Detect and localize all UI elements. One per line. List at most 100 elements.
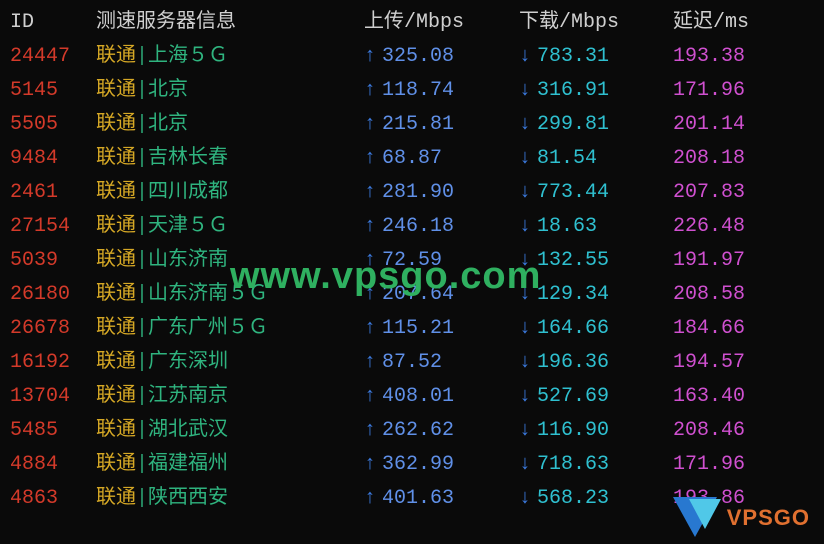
header-server: 测速服务器信息 <box>96 6 364 40</box>
separator: | <box>136 215 148 238</box>
cell-server: 联通|北京 <box>96 74 364 108</box>
cell-server: 联通|湖北武汉 <box>96 414 364 448</box>
cell-download: ↓ 299.81 <box>519 108 673 142</box>
cell-download: ↓116.90 <box>519 414 673 448</box>
cell-id: 26678 <box>10 312 96 346</box>
cell-upload: ↑ 68.87 <box>364 142 519 176</box>
cell-latency: 171.96 <box>673 74 793 108</box>
download-value: 718.63 <box>537 453 609 476</box>
location-label: 四川成都 <box>148 181 228 204</box>
separator: | <box>136 419 148 442</box>
cell-download: ↓316.91 <box>519 74 673 108</box>
cell-latency: 163.40 <box>673 380 793 414</box>
cell-server: 联通|广东深圳 <box>96 346 364 380</box>
arrow-down-icon: ↓ <box>519 487 531 510</box>
cell-upload: ↑ 246.18 <box>364 210 519 244</box>
upload-value: 246.18 <box>382 215 454 238</box>
download-value: 164.66 <box>537 317 609 340</box>
separator: | <box>136 317 148 340</box>
location-label: 福建福州 <box>148 453 228 476</box>
upload-value: 401.63 <box>382 487 454 510</box>
arrow-down-icon: ↓ <box>519 351 531 374</box>
arrow-down-icon: ↓ <box>519 181 531 204</box>
cell-id: 5145 <box>10 74 96 108</box>
cell-upload: ↑87.52 <box>364 346 519 380</box>
cell-upload: ↑ 215.81 <box>364 108 519 142</box>
location-label: 上海５Ｇ <box>148 45 228 68</box>
arrow-up-icon: ↑ <box>364 385 376 408</box>
carrier-label: 联通 <box>96 249 136 272</box>
upload-value: 215.81 <box>382 113 454 136</box>
location-label: 北京 <box>148 113 188 136</box>
table-header-row: ID 测速服务器信息 上传/Mbps 下载/Mbps 延迟/ms <box>10 6 814 40</box>
arrow-down-icon: ↓ <box>519 385 531 408</box>
cell-id: 26180 <box>10 278 96 312</box>
table-row: 16192联通|广东深圳↑87.52↓196.36194.57 <box>10 346 814 380</box>
cell-download: ↓ 568.23 <box>519 482 673 516</box>
cell-upload: ↑401.63 <box>364 482 519 516</box>
location-label: 山东济南 <box>148 249 228 272</box>
cell-server: 联通|北京 <box>96 108 364 142</box>
cell-server: 联通|天津５Ｇ <box>96 210 364 244</box>
separator: | <box>136 45 148 68</box>
cell-upload: ↑408.01 <box>364 380 519 414</box>
cell-server: 联通|四川成都 <box>96 176 364 210</box>
download-value: 783.31 <box>537 45 609 68</box>
location-label: 江苏南京 <box>148 385 228 408</box>
separator: | <box>136 249 148 272</box>
arrow-down-icon: ↓ <box>519 113 531 136</box>
arrow-down-icon: ↓ <box>519 453 531 476</box>
download-value: 116.90 <box>537 419 609 442</box>
carrier-label: 联通 <box>96 453 136 476</box>
cell-download: ↓783.31 <box>519 40 673 74</box>
arrow-up-icon: ↑ <box>364 181 376 204</box>
table-row: 9484联通|吉林长春↑68.87↓81.54208.18 <box>10 142 814 176</box>
download-value: 773.44 <box>537 181 609 204</box>
upload-value: 68.87 <box>382 147 442 170</box>
cell-server: 联通|福建福州 <box>96 448 364 482</box>
separator: | <box>136 453 148 476</box>
carrier-label: 联通 <box>96 283 136 306</box>
arrow-down-icon: ↓ <box>519 215 531 238</box>
cell-server: 联通|陕西西安 <box>96 482 364 516</box>
cell-download: ↓ 164.66 <box>519 312 673 346</box>
location-label: 广东广州５Ｇ <box>148 317 268 340</box>
arrow-up-icon: ↑ <box>364 215 376 238</box>
carrier-label: 联通 <box>96 317 136 340</box>
arrow-down-icon: ↓ <box>519 317 531 340</box>
arrow-up-icon: ↑ <box>364 113 376 136</box>
carrier-label: 联通 <box>96 181 136 204</box>
location-label: 北京 <box>148 79 188 102</box>
carrier-label: 联通 <box>96 79 136 102</box>
cell-download: ↓ 718.63 <box>519 448 673 482</box>
table-row: 26678联通|广东广州５Ｇ↑115.21↓164.66184.66 <box>10 312 814 346</box>
table-row: 4884联通|福建福州↑362.99↓718.63171.96 <box>10 448 814 482</box>
download-value: 18.63 <box>537 215 597 238</box>
cell-upload: ↑325.08 <box>364 40 519 74</box>
logo-text: VPSGO <box>727 499 810 536</box>
carrier-label: 联通 <box>96 45 136 68</box>
cell-id: 4863 <box>10 482 96 516</box>
cell-server: 联通|广东广州５Ｇ <box>96 312 364 346</box>
cell-upload: ↑115.21 <box>364 312 519 346</box>
watermark-logo: VPSGO <box>717 499 810 536</box>
cell-latency: 194.57 <box>673 346 793 380</box>
download-value: 299.81 <box>537 113 609 136</box>
cell-upload: ↑262.62 <box>364 414 519 448</box>
cell-upload: ↑281.90 <box>364 176 519 210</box>
upload-value: 115.21 <box>382 317 454 340</box>
cell-id: 27154 <box>10 210 96 244</box>
table-row: 2461联通|四川成都↑281.90↓773.44207.83 <box>10 176 814 210</box>
download-value: 81.54 <box>537 147 597 170</box>
carrier-label: 联通 <box>96 113 136 136</box>
cell-id: 2461 <box>10 176 96 210</box>
cell-download: ↓81.54 <box>519 142 673 176</box>
download-value: 129.34 <box>537 283 609 306</box>
arrow-down-icon: ↓ <box>519 79 531 102</box>
cell-latency: 208.58 <box>673 278 793 312</box>
cell-download: ↓132.55 <box>519 244 673 278</box>
arrow-up-icon: ↑ <box>364 147 376 170</box>
upload-value: 362.99 <box>382 453 454 476</box>
download-value: 568.23 <box>537 487 609 510</box>
carrier-label: 联通 <box>96 215 136 238</box>
